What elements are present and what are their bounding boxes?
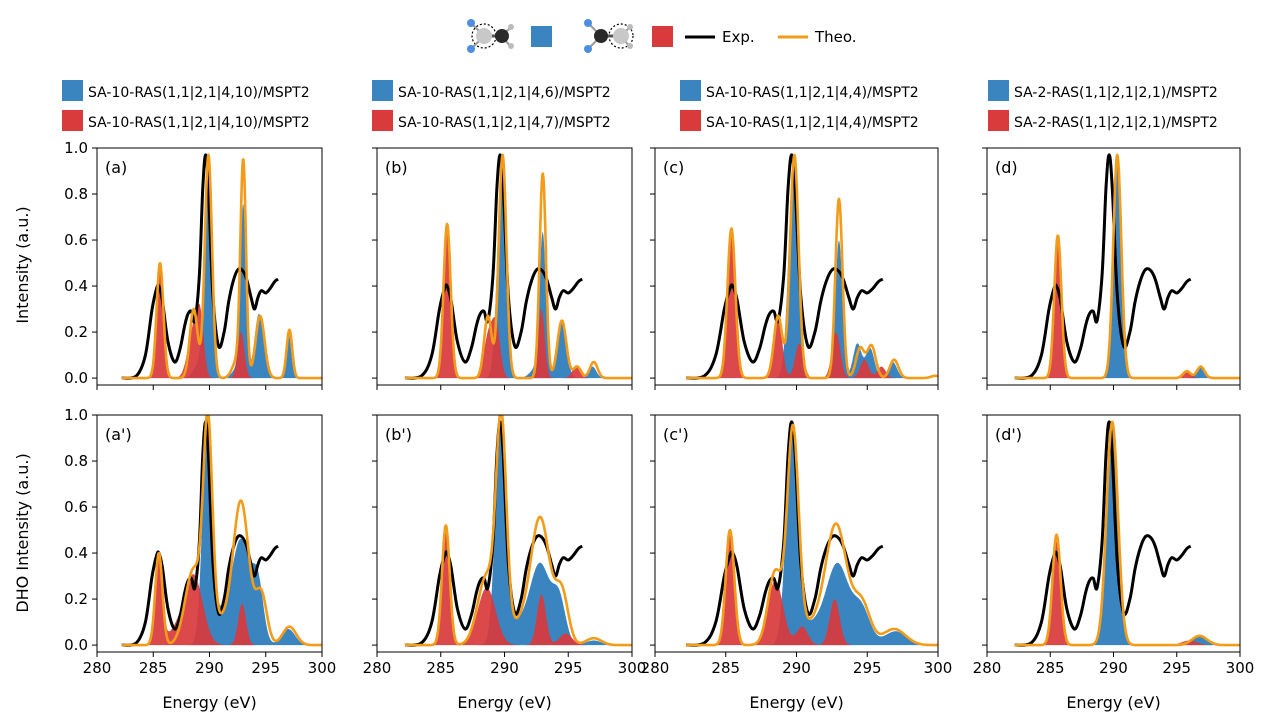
legend-theo-label: Theo. (814, 28, 857, 46)
x-tick-label: 280 (83, 659, 112, 677)
x-tick-label: 285 (139, 659, 168, 677)
molecule-left-icon (467, 19, 514, 53)
red-area (1014, 541, 1240, 646)
panel-label: (b') (385, 425, 412, 444)
theo-line (1014, 420, 1240, 647)
panel: 0.0 0.2 0.4 0.6 0.8 1.0 (a) (64, 139, 323, 390)
y-tick-label: 0.4 (64, 277, 88, 295)
exp-line (1014, 153, 1192, 380)
theo-line (1014, 153, 1240, 380)
legend-red-swatch (652, 26, 673, 47)
panel: 280 285 290 295 300 (c') (641, 414, 953, 677)
col-legend-blue-swatch (988, 80, 1009, 101)
panel: (d) (982, 147, 1241, 390)
panel: 280 285 290 295 300 0.0 0.2 0.4 0.6 0.8 1.0 (a') (64, 406, 336, 677)
x-tick-label: 290 (1099, 659, 1128, 677)
x-axis-title: Energy (eV) (749, 693, 843, 712)
col-legend-red-swatch (62, 110, 83, 131)
top-legend: Exp. Theo. (467, 19, 857, 53)
x-axis-title: Energy (eV) (457, 693, 551, 712)
col-legend-blue-label: SA-10-RAS(1,1|2,1|4,6)/MSPT2 (398, 85, 611, 101)
theo-line (121, 153, 322, 380)
y-axis-title-bottom: DHO Intensity (a.u.) (13, 453, 32, 612)
x-tick-label: 280 (363, 659, 392, 677)
col-legend-red-swatch (988, 110, 1009, 131)
x-tick-label: 295 (1162, 659, 1191, 677)
panel: 280 285 290 295 300 (d') (973, 414, 1255, 677)
y-tick-label: 0.0 (64, 636, 88, 654)
x-tick-label: 300 (1226, 659, 1255, 677)
y-tick-label: 1.0 (64, 406, 88, 424)
x-tick-label: 290 (490, 659, 519, 677)
col-legend-red-swatch (372, 110, 393, 131)
x-tick-label: 295 (853, 659, 882, 677)
x-tick-label: 285 (426, 659, 455, 677)
col-legend-blue-label: SA-10-RAS(1,1|2,1|4,10)/MSPT2 (88, 85, 310, 101)
x-tick-label: 300 (308, 659, 337, 677)
col-legend-red-label: SA-2-RAS(1,1|2,1|2,1)/MSPT2 (1014, 115, 1218, 131)
col-legend-blue-label: SA-2-RAS(1,1|2,1|2,1)/MSPT2 (1014, 85, 1218, 101)
legend-blue-swatch (531, 26, 552, 47)
y-tick-label: 0.0 (64, 369, 88, 387)
x-axis-title: Energy (eV) (1066, 693, 1160, 712)
red-area (121, 263, 322, 379)
panel: (c) (650, 147, 939, 390)
y-tick-label: 0.2 (64, 590, 88, 608)
panel: 280 285 290 295 300 (b') (363, 414, 647, 677)
column-legends: SA-10-RAS(1,1|2,1|4,10)/MSPT2 SA-10-RAS(1… (62, 80, 1218, 131)
panel: (b) (372, 147, 633, 390)
theo-line (404, 153, 632, 380)
panel-label: (a') (105, 425, 132, 444)
red-area (1014, 240, 1240, 379)
y-tick-label: 0.4 (64, 544, 88, 562)
panel-label: (c) (663, 158, 684, 177)
col-legend-red-label: SA-10-RAS(1,1|2,1|4,7)/MSPT2 (398, 115, 611, 131)
x-tick-label: 285 (1036, 659, 1065, 677)
x-tick-label: 295 (554, 659, 583, 677)
col-legend-blue-swatch (62, 80, 83, 101)
y-tick-label: 1.0 (64, 139, 88, 157)
panel-label: (d) (995, 158, 1018, 177)
y-tick-label: 0.2 (64, 323, 88, 341)
x-tick-label: 290 (782, 659, 811, 677)
x-tick-label: 290 (195, 659, 224, 677)
panel-label: (b) (385, 158, 408, 177)
panel-label: (a) (105, 158, 127, 177)
col-legend-blue-swatch (680, 80, 701, 101)
molecule-right-icon (584, 19, 634, 53)
x-tick-label: 300 (924, 659, 953, 677)
theo-line (404, 415, 632, 647)
x-axis-title: Energy (eV) (162, 693, 256, 712)
y-tick-label: 0.6 (64, 231, 88, 249)
x-tick-label: 295 (251, 659, 280, 677)
panel-label: (d') (995, 425, 1022, 444)
y-tick-label: 0.6 (64, 498, 88, 516)
theo-line (685, 153, 938, 380)
col-legend-blue-label: SA-10-RAS(1,1|2,1|4,4)/MSPT2 (706, 85, 919, 101)
y-tick-label: 0.8 (64, 185, 88, 203)
y-tick-label: 0.8 (64, 452, 88, 470)
legend-exp-label: Exp. (722, 28, 755, 46)
panels: 0.00.20.40.60.81.0(a) (b) (c) (d)280 285 290 2… (64, 139, 1254, 677)
theo-line (121, 415, 322, 647)
col-legend-blue-swatch (372, 80, 393, 101)
x-tick-label: 285 (711, 659, 740, 677)
panel-label: (c') (663, 425, 689, 444)
col-legend-red-label: SA-10-RAS(1,1|2,1|4,4)/MSPT2 (706, 115, 919, 131)
col-legend-red-swatch (680, 110, 701, 131)
x-axis-titles: Energy (eV) Energy (eV) Energy (eV) Energy … (162, 693, 1160, 712)
x-tick-label: 300 (618, 659, 647, 677)
y-axis-title-top: Intensity (a.u.) (13, 206, 32, 323)
x-tick-label: 280 (973, 659, 1002, 677)
col-legend-red-label: SA-10-RAS(1,1|2,1|4,10)/MSPT2 (88, 115, 310, 131)
theo-line (685, 423, 938, 647)
x-tick-label: 280 (641, 659, 670, 677)
